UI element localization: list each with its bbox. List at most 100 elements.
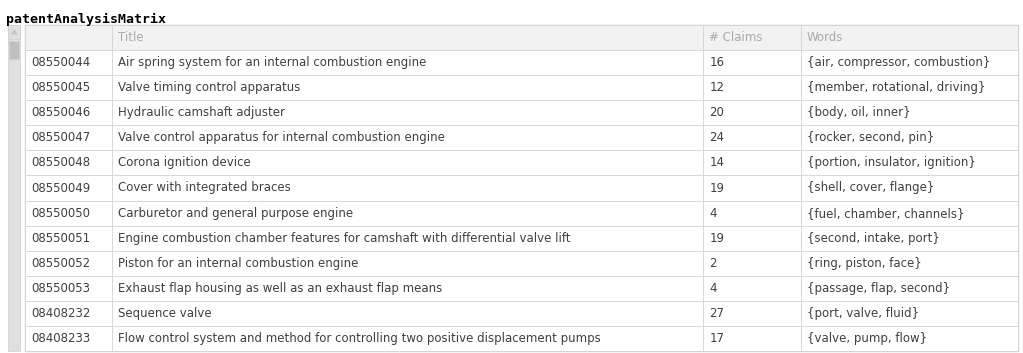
Bar xyxy=(113,25,703,50)
Bar xyxy=(703,276,801,301)
Bar xyxy=(801,301,1018,326)
Text: {port, valve, fluid}: {port, valve, fluid} xyxy=(806,307,919,320)
Bar xyxy=(801,125,1018,150)
Text: 4: 4 xyxy=(709,207,717,220)
Text: 08550050: 08550050 xyxy=(31,207,90,220)
Text: {portion, insulator, ignition}: {portion, insulator, ignition} xyxy=(806,156,975,169)
Text: {body, oil, inner}: {body, oil, inner} xyxy=(806,106,910,119)
Text: 16: 16 xyxy=(709,56,724,69)
Bar xyxy=(703,25,801,50)
Bar xyxy=(801,75,1018,100)
Text: {fuel, chamber, channels}: {fuel, chamber, channels} xyxy=(806,207,964,220)
Text: 14: 14 xyxy=(709,156,724,169)
Text: {rocker, second, pin}: {rocker, second, pin} xyxy=(806,131,934,144)
Bar xyxy=(25,25,113,50)
Bar xyxy=(25,100,113,125)
Bar xyxy=(801,150,1018,175)
Bar xyxy=(25,50,113,75)
Text: patentAnalysisMatrix: patentAnalysisMatrix xyxy=(6,13,166,26)
Bar xyxy=(113,251,703,276)
Bar xyxy=(703,50,801,75)
Bar xyxy=(703,75,801,100)
Text: 20: 20 xyxy=(709,106,724,119)
Bar xyxy=(801,50,1018,75)
Bar xyxy=(113,301,703,326)
Text: 08550044: 08550044 xyxy=(31,56,90,69)
Text: Cover with integrated braces: Cover with integrated braces xyxy=(119,181,292,195)
Text: {ring, piston, face}: {ring, piston, face} xyxy=(806,257,922,270)
Text: {second, intake, port}: {second, intake, port} xyxy=(806,232,939,245)
Bar xyxy=(113,276,703,301)
Text: {passage, flap, second}: {passage, flap, second} xyxy=(806,282,949,295)
Text: {air, compressor, combustion}: {air, compressor, combustion} xyxy=(806,56,990,69)
Text: 4: 4 xyxy=(709,282,717,295)
Text: 08550052: 08550052 xyxy=(31,257,90,270)
Text: Corona ignition device: Corona ignition device xyxy=(119,156,251,169)
Text: 08408232: 08408232 xyxy=(31,307,90,320)
Bar xyxy=(25,150,113,175)
Text: Title: Title xyxy=(119,31,144,44)
Bar xyxy=(703,125,801,150)
Text: Words: Words xyxy=(806,31,843,44)
Bar xyxy=(25,125,113,150)
Text: {valve, pump, flow}: {valve, pump, flow} xyxy=(806,332,927,345)
Bar xyxy=(703,175,801,201)
Bar xyxy=(801,175,1018,201)
Bar xyxy=(801,100,1018,125)
Bar xyxy=(25,251,113,276)
Bar xyxy=(113,326,703,351)
Text: Flow control system and method for controlling two positive displacement pumps: Flow control system and method for contr… xyxy=(119,332,602,345)
Bar xyxy=(113,125,703,150)
Bar xyxy=(703,226,801,251)
Bar xyxy=(703,326,801,351)
Bar xyxy=(113,75,703,100)
Bar xyxy=(801,226,1018,251)
Text: Hydraulic camshaft adjuster: Hydraulic camshaft adjuster xyxy=(119,106,285,119)
Text: 19: 19 xyxy=(709,181,724,195)
Text: Piston for an internal combustion engine: Piston for an internal combustion engine xyxy=(119,257,359,270)
Bar xyxy=(801,326,1018,351)
Text: 08550048: 08550048 xyxy=(31,156,90,169)
Text: Engine combustion chamber features for camshaft with differential valve lift: Engine combustion chamber features for c… xyxy=(119,232,571,245)
Bar xyxy=(703,150,801,175)
Bar xyxy=(113,201,703,226)
Text: 17: 17 xyxy=(709,332,724,345)
Bar xyxy=(8,25,20,39)
Text: Carburetor and general purpose engine: Carburetor and general purpose engine xyxy=(119,207,354,220)
Bar xyxy=(25,276,113,301)
Text: {member, rotational, driving}: {member, rotational, driving} xyxy=(806,81,985,94)
Text: Exhaust flap housing as well as an exhaust flap means: Exhaust flap housing as well as an exhau… xyxy=(119,282,443,295)
Text: Valve control apparatus for internal combustion engine: Valve control apparatus for internal com… xyxy=(119,131,445,144)
Bar xyxy=(25,326,113,351)
Bar xyxy=(703,201,801,226)
Text: {shell, cover, flange}: {shell, cover, flange} xyxy=(806,181,934,195)
Bar xyxy=(703,251,801,276)
Bar xyxy=(25,201,113,226)
Bar xyxy=(801,251,1018,276)
Text: 08550053: 08550053 xyxy=(31,282,90,295)
Polygon shape xyxy=(10,29,17,35)
Text: 08550046: 08550046 xyxy=(31,106,90,119)
Bar xyxy=(25,226,113,251)
Text: 08408233: 08408233 xyxy=(31,332,90,345)
Bar xyxy=(25,175,113,201)
Bar xyxy=(703,301,801,326)
Text: 08550051: 08550051 xyxy=(31,232,90,245)
Text: 27: 27 xyxy=(709,307,724,320)
Bar xyxy=(8,25,20,351)
Bar xyxy=(801,201,1018,226)
Text: 12: 12 xyxy=(709,81,724,94)
Bar xyxy=(113,50,703,75)
Bar xyxy=(113,226,703,251)
Bar xyxy=(113,100,703,125)
Text: Sequence valve: Sequence valve xyxy=(119,307,212,320)
Text: Air spring system for an internal combustion engine: Air spring system for an internal combus… xyxy=(119,56,427,69)
Bar xyxy=(25,75,113,100)
Bar xyxy=(9,41,19,59)
Text: Valve timing control apparatus: Valve timing control apparatus xyxy=(119,81,301,94)
Text: # Claims: # Claims xyxy=(709,31,763,44)
Text: 19: 19 xyxy=(709,232,724,245)
Text: 08550047: 08550047 xyxy=(31,131,90,144)
Text: 08550045: 08550045 xyxy=(31,81,90,94)
Bar xyxy=(703,100,801,125)
